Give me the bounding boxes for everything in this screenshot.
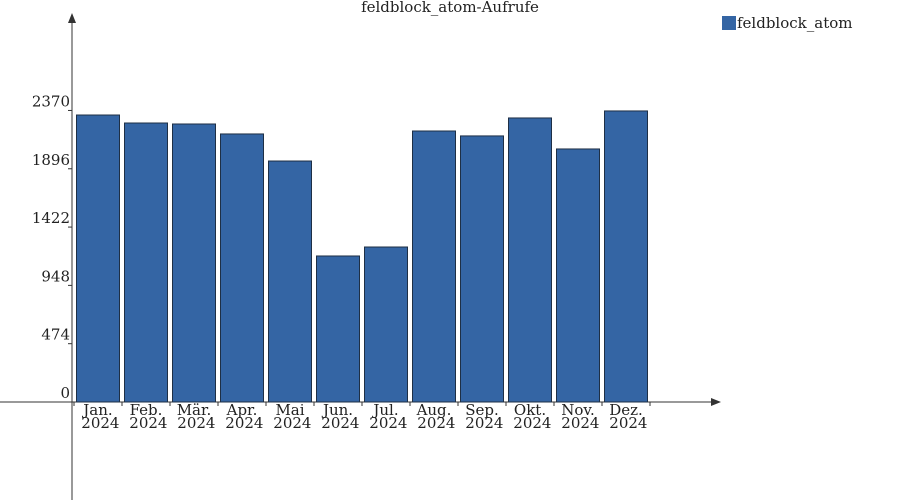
x-tick-label: Jul. 2024 [365, 401, 408, 432]
y-tick-label: 474 [41, 326, 70, 344]
bar [172, 123, 216, 403]
bar [556, 148, 600, 403]
x-axis-arrow [711, 398, 721, 406]
legend-swatch [722, 16, 736, 30]
y-axis-arrow [68, 13, 76, 23]
x-tick-label: Sep. 2024 [461, 401, 504, 432]
x-tick-label: Okt. 2024 [509, 401, 552, 432]
y-tick-label: 1896 [32, 151, 70, 169]
bar [460, 135, 504, 403]
bar [508, 117, 552, 403]
x-tick-label: Mai 2024 [269, 401, 312, 432]
y-tick-label: 0 [60, 384, 70, 402]
y-tick-label: 1422 [32, 209, 70, 227]
x-tick-label: Jun. 2024 [317, 401, 360, 432]
bar [412, 130, 456, 403]
bar [604, 110, 648, 403]
bar [124, 122, 168, 403]
y-tick-label: 2370 [32, 92, 70, 110]
x-tick-label: Nov. 2024 [557, 401, 600, 432]
x-tick-label: Dez. 2024 [605, 401, 648, 432]
bar [364, 246, 408, 403]
legend-label: feldblock_atom [737, 14, 852, 32]
x-tick-label: Apr. 2024 [221, 401, 264, 432]
chart-title: feldblock_atom-Aufrufe [361, 0, 539, 16]
x-tick-label: Jan. 2024 [77, 401, 120, 432]
bar [220, 133, 264, 403]
y-tick-label: 948 [41, 267, 70, 285]
x-tick-label: Feb. 2024 [125, 401, 168, 432]
bar [316, 255, 360, 403]
x-tick-label: Aug. 2024 [413, 401, 456, 432]
bar [268, 160, 312, 403]
bar [76, 114, 120, 403]
x-tick-label: Mär. 2024 [173, 401, 216, 432]
